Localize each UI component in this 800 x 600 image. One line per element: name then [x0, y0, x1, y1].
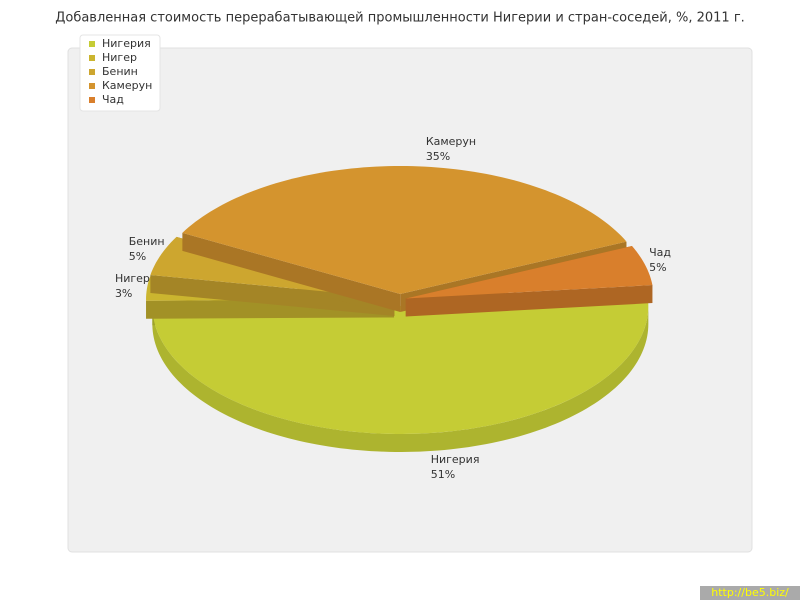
watermark-bg [700, 586, 800, 600]
watermark: http://be5.biz/ [711, 586, 789, 599]
legend-swatch [89, 41, 95, 47]
legend-box [79, 34, 161, 112]
data-label-name: Чад [649, 246, 671, 259]
legend-label: Бенин [102, 65, 138, 78]
legend-swatch [89, 69, 95, 75]
legend-label: Камерун [102, 79, 152, 92]
data-label-value: 5% [129, 250, 146, 263]
data-label-name: Бенин [129, 235, 165, 248]
data-label-value: 5% [649, 261, 666, 274]
data-label-name: Нигерия [431, 453, 480, 466]
chart-title: Добавленная стоимость перерабатывающей п… [55, 11, 745, 26]
data-label-name: Камерун [426, 135, 476, 148]
data-label-value: 3% [115, 287, 132, 300]
slice-wall [405, 285, 653, 317]
slice-top [152, 292, 649, 434]
data-label-value: 35% [426, 150, 450, 163]
legend-swatch [89, 55, 95, 61]
slice-top [182, 166, 627, 295]
slice-wall [182, 232, 401, 313]
slice-top [405, 246, 653, 299]
legend-label: Нигерия [102, 37, 151, 50]
legend-swatch [89, 83, 95, 89]
data-label-value: 51% [431, 468, 455, 481]
slice [405, 246, 653, 317]
legend-label: Чад [102, 93, 124, 106]
legend-label: Нигер [102, 51, 137, 64]
data-label-name: Нигер [115, 272, 150, 285]
legend-swatch [89, 97, 95, 103]
slice-wall [150, 274, 395, 317]
